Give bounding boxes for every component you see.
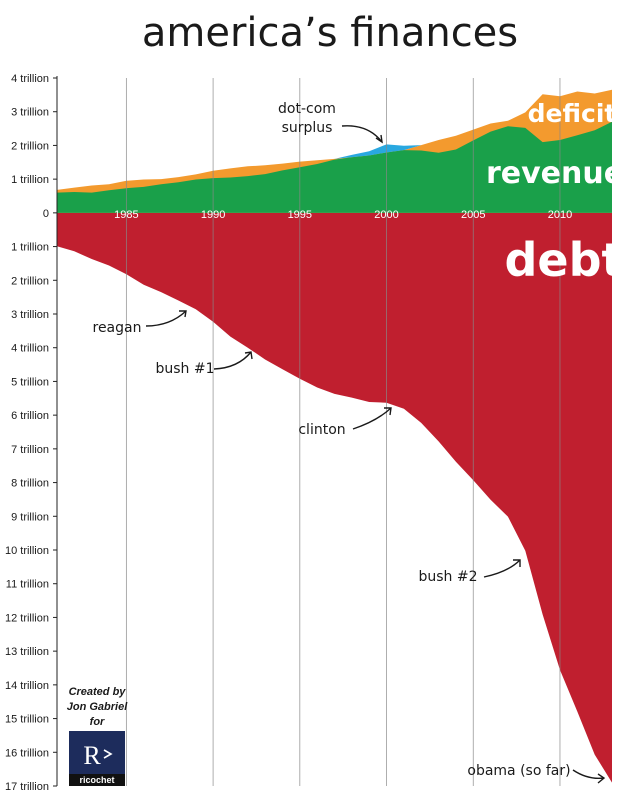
arrow-reagan-head	[179, 310, 187, 318]
y-tick-label: 15 trillion	[5, 714, 49, 726]
arrow-bush2-head	[513, 559, 521, 567]
y-tick-label: 10 trillion	[5, 545, 49, 557]
y-tick-label: 8 trillion	[11, 478, 49, 490]
x-tick-label: 2010	[548, 209, 572, 221]
arrow-surplus	[341, 125, 383, 143]
y-tick-label: 2 trillion	[11, 275, 49, 287]
y-tick-label: 7 trillion	[11, 444, 49, 456]
arrow-clinton-head	[384, 407, 392, 416]
y-tick-label: 11 trillion	[6, 579, 49, 591]
arrow-bush2	[483, 559, 521, 578]
y-tick-label: 14 trillion	[5, 680, 49, 692]
x-tick-label: 1985	[114, 209, 138, 221]
surplus-area	[334, 144, 422, 159]
y-axis: 4 trillion 3 trillion 2 trillion 1 trillion…	[5, 73, 58, 793]
annotation-clinton: clinton	[298, 422, 345, 438]
y-tick-label: 0	[43, 208, 49, 220]
grid-layer	[125, 78, 561, 786]
series-label-revenue: revenue	[486, 156, 621, 191]
y-tick-label: 6 trillion	[11, 410, 49, 422]
arrow-clinton	[352, 407, 392, 430]
series-label-deficit: deficit	[528, 99, 617, 128]
x-tick-label: 2000	[374, 209, 398, 221]
credit-line-2: Jon Gabriel	[67, 701, 128, 713]
arrow-surplus-head	[375, 134, 383, 144]
y-tick-label: 17 trillion	[5, 781, 49, 793]
arrow-bush1-head	[244, 351, 253, 360]
arrow-obama-head	[597, 773, 606, 784]
y-tick-label: 4 trillion	[11, 73, 49, 85]
ricochet-logo: R ricochet	[69, 731, 125, 786]
y-tick-label: 13 trillion	[5, 646, 49, 658]
x-tick-label: 1995	[288, 209, 312, 221]
annotation-obama: obama (so far)	[467, 763, 570, 779]
logo-arrow-icon	[103, 749, 113, 759]
y-tick-label: 9 trillion	[11, 511, 49, 523]
series-label-debt: debt	[504, 233, 621, 287]
annotation-surplus-line1: dot-com	[278, 101, 336, 117]
x-tick-label: 1990	[201, 209, 225, 221]
logo-name: ricochet	[79, 775, 114, 785]
y-tick-label: 3 trillion	[11, 107, 49, 119]
credit-line-3: for	[90, 716, 105, 728]
y-tick-label: 1 trillion	[11, 174, 49, 186]
y-tick-label: 12 trillion	[5, 612, 49, 624]
y-tick-label: 16 trillion	[5, 747, 49, 759]
arrow-bush1	[213, 351, 252, 370]
arrow-obama	[572, 769, 605, 780]
annotation-bush2: bush #2	[418, 569, 477, 585]
x-axis: 1985 1990 1995 2000 2005 2010	[114, 209, 572, 221]
arrow-reagan	[145, 310, 187, 327]
annotation-surplus-line2: surplus	[282, 120, 333, 136]
y-tick-label: 4 trillion	[11, 343, 49, 355]
annotation-bush1: bush #1	[155, 361, 214, 377]
y-tick-label: 1 trillion	[11, 242, 49, 254]
annotation-reagan: reagan	[93, 320, 142, 336]
debt-area	[57, 212, 612, 783]
logo-letter: R	[83, 741, 101, 770]
y-tick-label: 3 trillion	[11, 309, 49, 321]
credit-line-1: Created by	[69, 686, 127, 698]
x-tick-label: 2005	[461, 209, 485, 221]
y-tick-label: 5 trillion	[11, 376, 49, 388]
y-tick-label: 2 trillion	[11, 140, 49, 152]
annotation-arrows	[145, 125, 606, 784]
chart-title: america’s finances	[142, 10, 518, 56]
